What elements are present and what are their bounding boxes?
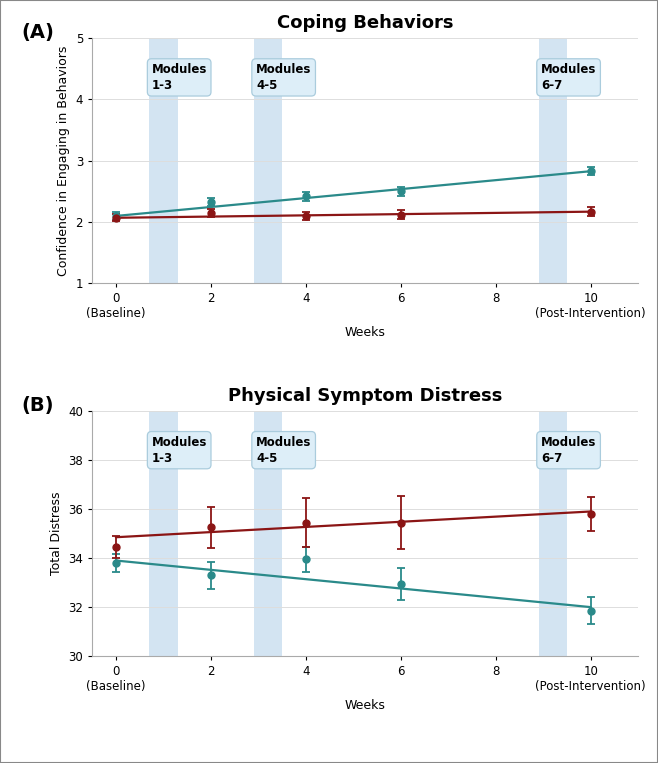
- Bar: [149, 411, 178, 656]
- Y-axis label: Confidence in Engaging in Behaviors: Confidence in Engaging in Behaviors: [57, 46, 70, 276]
- Text: Modules
1-3: Modules 1-3: [151, 63, 207, 92]
- Text: Modules
6-7: Modules 6-7: [541, 63, 596, 92]
- Bar: [253, 411, 282, 656]
- Bar: [253, 38, 282, 283]
- Y-axis label: Total Distress: Total Distress: [49, 492, 63, 575]
- Text: (A): (A): [21, 24, 54, 43]
- Title: Physical Symptom Distress: Physical Symptom Distress: [228, 387, 502, 405]
- X-axis label: Weeks: Weeks: [345, 326, 386, 339]
- Text: Modules
4-5: Modules 4-5: [256, 436, 311, 465]
- Text: Modules
4-5: Modules 4-5: [256, 63, 311, 92]
- Title: Coping Behaviors: Coping Behaviors: [277, 14, 453, 33]
- Bar: [149, 38, 178, 283]
- Bar: [538, 411, 567, 656]
- X-axis label: Weeks: Weeks: [345, 699, 386, 712]
- Text: Modules
6-7: Modules 6-7: [541, 436, 596, 465]
- Text: Modules
1-3: Modules 1-3: [151, 436, 207, 465]
- Text: (B): (B): [21, 396, 53, 415]
- Bar: [538, 38, 567, 283]
